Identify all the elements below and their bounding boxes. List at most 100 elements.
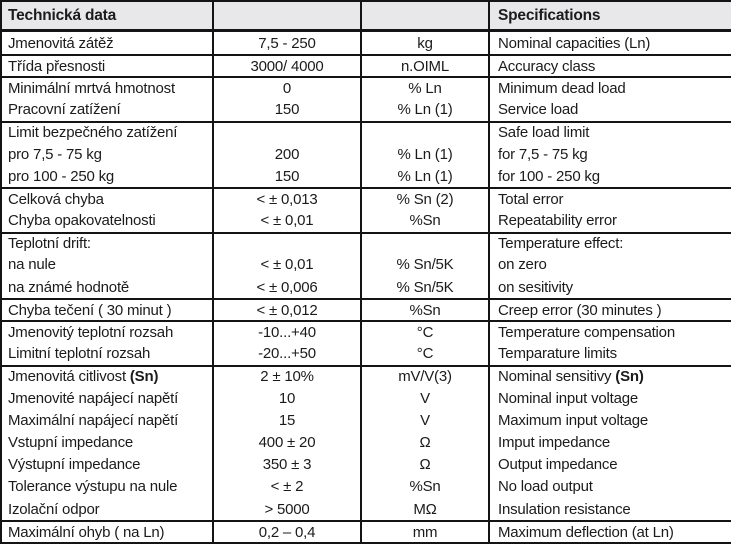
- header-value-column: [212, 2, 360, 29]
- czech-label: Chyba opakovatelnosti: [8, 212, 156, 230]
- english-label-cell: Output impedance: [488, 453, 731, 476]
- english-label-cell: No load output: [488, 475, 731, 498]
- unit-cell: % Ln (1): [360, 142, 488, 166]
- value-text: 200: [274, 145, 300, 163]
- unit-text: % Sn/5K: [396, 256, 454, 274]
- table-row: Tolerance výstupu na nule < ± 2 %Sn No l…: [2, 475, 731, 498]
- czech-label: Jmenovité napájecí napětí: [8, 389, 179, 407]
- english-label-cell: Safe load limit: [488, 122, 731, 143]
- czech-label-cell: Maximální napájecí napětí: [2, 409, 212, 431]
- czech-label: Celková chyba: [8, 190, 104, 208]
- unit-text: mV/V(3): [398, 368, 452, 386]
- english-label: Temparature limits: [498, 345, 617, 363]
- table-row: na známé hodnotě < ± 0,006 % Sn/5K on se…: [2, 276, 731, 299]
- table-row: Celková chyba < ± 0,013 % Sn (2) Total e…: [2, 187, 731, 210]
- value-text: < ± 0,006: [256, 278, 318, 296]
- unit-text: V: [420, 389, 430, 407]
- value-text: -10...+40: [258, 324, 316, 342]
- czech-label: Jmenovitá zátěž: [8, 34, 114, 52]
- english-label: for 100 - 250 kg: [498, 167, 600, 185]
- czech-label: pro 100 - 250 kg: [8, 167, 115, 185]
- value-text: 400 ± 20: [258, 433, 316, 451]
- english-label: Nominal input voltage: [498, 389, 639, 407]
- value-cell: 200: [212, 142, 360, 166]
- czech-label-cell: Tolerance výstupu na nule: [2, 476, 212, 498]
- table-row: Chyba tečení ( 30 minut ) < ± 0,012 %Sn …: [2, 298, 731, 321]
- english-label-cell: Maximum deflection (at Ln): [488, 522, 731, 543]
- table-row: Jmenovitý teplotní rozsah -10...+40 °C T…: [2, 320, 731, 343]
- table-row: Izolační odpor > 5000 MΩ Insulation resi…: [2, 497, 731, 521]
- unit-text: mm: [412, 523, 438, 541]
- value-text: 7,5 - 250: [258, 34, 316, 52]
- unit-text: Ω: [419, 433, 431, 451]
- table-row: Limitní teplotní rozsah -20...+50 °C Tem…: [2, 342, 731, 365]
- czech-label-cell: Chyba opakovatelnosti: [2, 210, 212, 232]
- english-label-cell: Maximum input voltage: [488, 409, 731, 432]
- value-cell: -10...+40: [212, 322, 360, 343]
- unit-cell: [360, 122, 488, 143]
- table-row: Maximální ohyb ( na Ln) 0,2 – 0,4 mm Max…: [2, 520, 731, 543]
- czech-label-cell: Třída přesnosti: [2, 56, 212, 76]
- unit-text: V: [420, 411, 430, 429]
- czech-label-cell: Izolační odpor: [2, 498, 212, 520]
- unit-text: °C: [416, 345, 434, 363]
- english-label: Output impedance: [498, 456, 618, 474]
- unit-cell: % Sn/5K: [360, 253, 488, 277]
- english-label-cell: Temperature effect:: [488, 233, 731, 254]
- english-label-cell: Temparature limits: [488, 342, 731, 365]
- czech-label-cell: na nule: [2, 254, 212, 276]
- english-label-cell: Nominal sensitivy (Sn): [488, 366, 731, 387]
- czech-label: Vstupní impedance: [8, 433, 134, 451]
- czech-label-cell: Celková chyba: [2, 189, 212, 209]
- value-text: < ± 0,012: [256, 301, 318, 319]
- unit-cell: %Sn: [360, 300, 488, 321]
- english-label: Total error: [498, 190, 564, 208]
- value-cell: [212, 122, 360, 143]
- value-text: 3000/ 4000: [250, 57, 324, 75]
- unit-cell: °C: [360, 322, 488, 343]
- value-text: 15: [278, 411, 296, 429]
- value-cell: 150: [212, 98, 360, 121]
- header-czech-title: Technická data: [8, 6, 117, 24]
- table-row: Jmenovitá zátěž 7,5 - 250 kg Nominal cap…: [2, 32, 731, 55]
- value-cell: < ± 0,006: [212, 276, 360, 299]
- value-text: < ± 0,01: [260, 256, 314, 274]
- unit-text: %Sn: [409, 301, 441, 319]
- unit-text: % Sn (2): [396, 190, 454, 208]
- unit-text: %Sn: [409, 478, 441, 496]
- value-text: 0,2 – 0,4: [258, 523, 316, 541]
- english-label: Accuracy class: [498, 57, 596, 75]
- english-label-cell: Nominal capacities (Ln): [488, 32, 731, 55]
- english-label-cell: Total error: [488, 189, 731, 210]
- unit-text: % Ln (1): [397, 145, 453, 163]
- value-text: 2 ± 10%: [260, 368, 314, 386]
- unit-cell: MΩ: [360, 497, 488, 521]
- unit-text: % Ln (1): [397, 101, 453, 119]
- unit-cell: % Sn (2): [360, 189, 488, 210]
- english-label-cell: Minimum dead load: [488, 78, 731, 99]
- value-cell: < ± 0,012: [212, 300, 360, 321]
- value-text: 150: [274, 167, 300, 185]
- czech-label-cell: Vstupní impedance: [2, 431, 212, 453]
- english-label-cell: Service load: [488, 98, 731, 121]
- czech-label: Teplotní drift:: [8, 235, 91, 253]
- unit-text: n.OIML: [401, 57, 449, 75]
- english-label: Maximum input voltage: [498, 411, 649, 429]
- czech-label: na známé hodnotě: [8, 278, 130, 296]
- unit-cell: Ω: [360, 431, 488, 454]
- czech-label-cell: Jmenovitý teplotní rozsah: [2, 322, 212, 342]
- czech-label: Výstupní impedance: [8, 456, 141, 474]
- czech-label-cell: na známé hodnotě: [2, 276, 212, 298]
- czech-label-cell: Jmenovité napájecí napětí: [2, 387, 212, 409]
- unit-cell: [360, 233, 488, 254]
- english-label-cell: on sesitivity: [488, 276, 731, 299]
- table-row: Pracovní zatížení 150 % Ln (1) Service l…: [2, 98, 731, 121]
- czech-label: Třída přesnosti: [8, 57, 106, 75]
- unit-cell: % Ln: [360, 78, 488, 99]
- table-row: Chyba opakovatelnosti < ± 0,01 %Sn Repea…: [2, 209, 731, 232]
- english-label: Temperature compensation: [498, 324, 675, 342]
- english-label: Minimum dead load: [498, 79, 626, 97]
- english-label: for 7,5 - 75 kg: [498, 145, 588, 163]
- english-label-cell: for 7,5 - 75 kg: [488, 142, 731, 166]
- czech-label-cell: Pracovní zatížení: [2, 99, 212, 121]
